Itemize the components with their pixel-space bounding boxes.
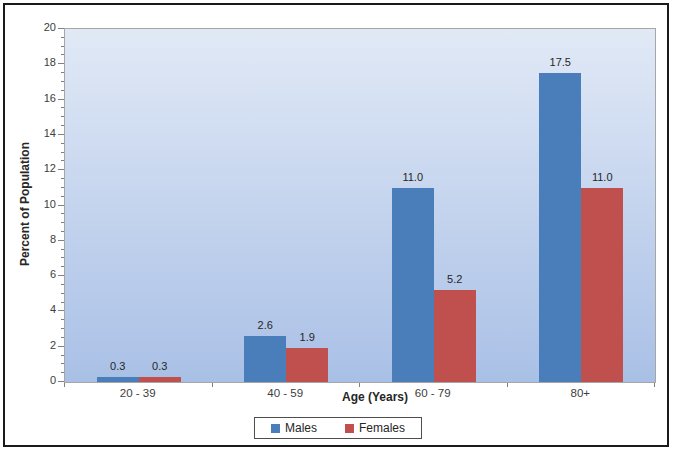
bar-females-3 bbox=[434, 290, 476, 382]
bar-value-label: 11.0 bbox=[572, 171, 632, 183]
y-major-tick bbox=[58, 275, 64, 276]
y-major-tick bbox=[58, 28, 64, 29]
y-tick-label: 12 bbox=[20, 162, 56, 175]
legend: Males Females bbox=[254, 417, 422, 439]
y-minor-tick bbox=[61, 46, 64, 47]
males-legend-swatch bbox=[271, 424, 280, 433]
legend-item-males: Males bbox=[271, 421, 317, 435]
y-minor-tick bbox=[61, 107, 64, 108]
bar-females-4 bbox=[581, 188, 623, 382]
bar-males-4 bbox=[539, 73, 581, 382]
y-minor-tick bbox=[61, 81, 64, 82]
y-minor-tick bbox=[61, 266, 64, 267]
y-minor-tick bbox=[61, 37, 64, 38]
legend-label-females: Females bbox=[359, 421, 405, 435]
y-major-tick bbox=[58, 169, 64, 170]
females-legend-swatch bbox=[345, 424, 354, 433]
y-minor-tick bbox=[61, 293, 64, 294]
y-major-tick bbox=[58, 240, 64, 241]
y-major-tick bbox=[58, 381, 64, 382]
y-major-tick bbox=[58, 205, 64, 206]
y-minor-tick bbox=[61, 284, 64, 285]
y-minor-tick bbox=[61, 337, 64, 338]
y-minor-tick bbox=[61, 152, 64, 153]
y-tick-label: 2 bbox=[20, 339, 56, 352]
bar-males-1 bbox=[97, 377, 139, 382]
y-minor-tick bbox=[61, 178, 64, 179]
y-tick-label: 16 bbox=[20, 92, 56, 105]
x-boundary-tick bbox=[507, 383, 508, 387]
bar-value-label: 5.2 bbox=[425, 273, 485, 285]
y-tick-label: 8 bbox=[20, 233, 56, 246]
y-major-tick bbox=[58, 99, 64, 100]
chart-figure: 0.30.32.61.911.05.217.511.0 Percent of P… bbox=[0, 0, 676, 457]
x-boundary-tick bbox=[359, 383, 360, 387]
y-tick-label: 4 bbox=[20, 303, 56, 316]
y-minor-tick bbox=[61, 257, 64, 258]
y-minor-tick bbox=[61, 125, 64, 126]
y-minor-tick bbox=[61, 372, 64, 373]
y-minor-tick bbox=[61, 72, 64, 73]
legend-item-females: Females bbox=[345, 421, 405, 435]
y-minor-tick bbox=[61, 90, 64, 91]
y-major-tick bbox=[58, 346, 64, 347]
y-minor-tick bbox=[61, 196, 64, 197]
y-major-tick bbox=[58, 310, 64, 311]
y-minor-tick bbox=[61, 222, 64, 223]
y-tick-label: 20 bbox=[20, 21, 56, 34]
y-tick-label: 18 bbox=[20, 56, 56, 69]
y-tick-label: 0 bbox=[20, 374, 56, 387]
y-minor-tick bbox=[61, 302, 64, 303]
plot-area: 0.30.32.61.911.05.217.511.0 bbox=[64, 28, 656, 383]
x-category-label: 60 - 79 bbox=[378, 387, 488, 399]
y-minor-tick bbox=[61, 116, 64, 117]
y-tick-label: 6 bbox=[20, 268, 56, 281]
y-minor-tick bbox=[61, 249, 64, 250]
legend-label-males: Males bbox=[285, 421, 317, 435]
y-minor-tick bbox=[61, 160, 64, 161]
y-minor-tick bbox=[61, 328, 64, 329]
x-boundary-tick bbox=[212, 383, 213, 387]
bar-value-label: 2.6 bbox=[235, 319, 295, 331]
bar-females-2 bbox=[286, 348, 328, 382]
x-category-label: 20 - 39 bbox=[83, 387, 193, 399]
y-major-tick bbox=[58, 134, 64, 135]
y-minor-tick bbox=[61, 231, 64, 232]
y-minor-tick bbox=[61, 213, 64, 214]
y-minor-tick bbox=[61, 187, 64, 188]
y-minor-tick bbox=[61, 54, 64, 55]
y-minor-tick bbox=[61, 363, 64, 364]
bar-value-label: 0.3 bbox=[130, 360, 190, 372]
bar-value-label: 17.5 bbox=[530, 56, 590, 68]
y-minor-tick bbox=[61, 355, 64, 356]
y-tick-label: 10 bbox=[20, 198, 56, 211]
bar-females-1 bbox=[139, 377, 181, 382]
y-major-tick bbox=[58, 63, 64, 64]
x-boundary-tick bbox=[64, 383, 65, 387]
y-tick-label: 14 bbox=[20, 127, 56, 140]
x-boundary-tick bbox=[654, 383, 655, 387]
bar-value-label: 11.0 bbox=[383, 171, 443, 183]
bar-value-label: 1.9 bbox=[277, 331, 337, 343]
y-minor-tick bbox=[61, 143, 64, 144]
x-category-label: 80+ bbox=[525, 387, 635, 399]
y-minor-tick bbox=[61, 319, 64, 320]
x-category-label: 40 - 59 bbox=[230, 387, 340, 399]
